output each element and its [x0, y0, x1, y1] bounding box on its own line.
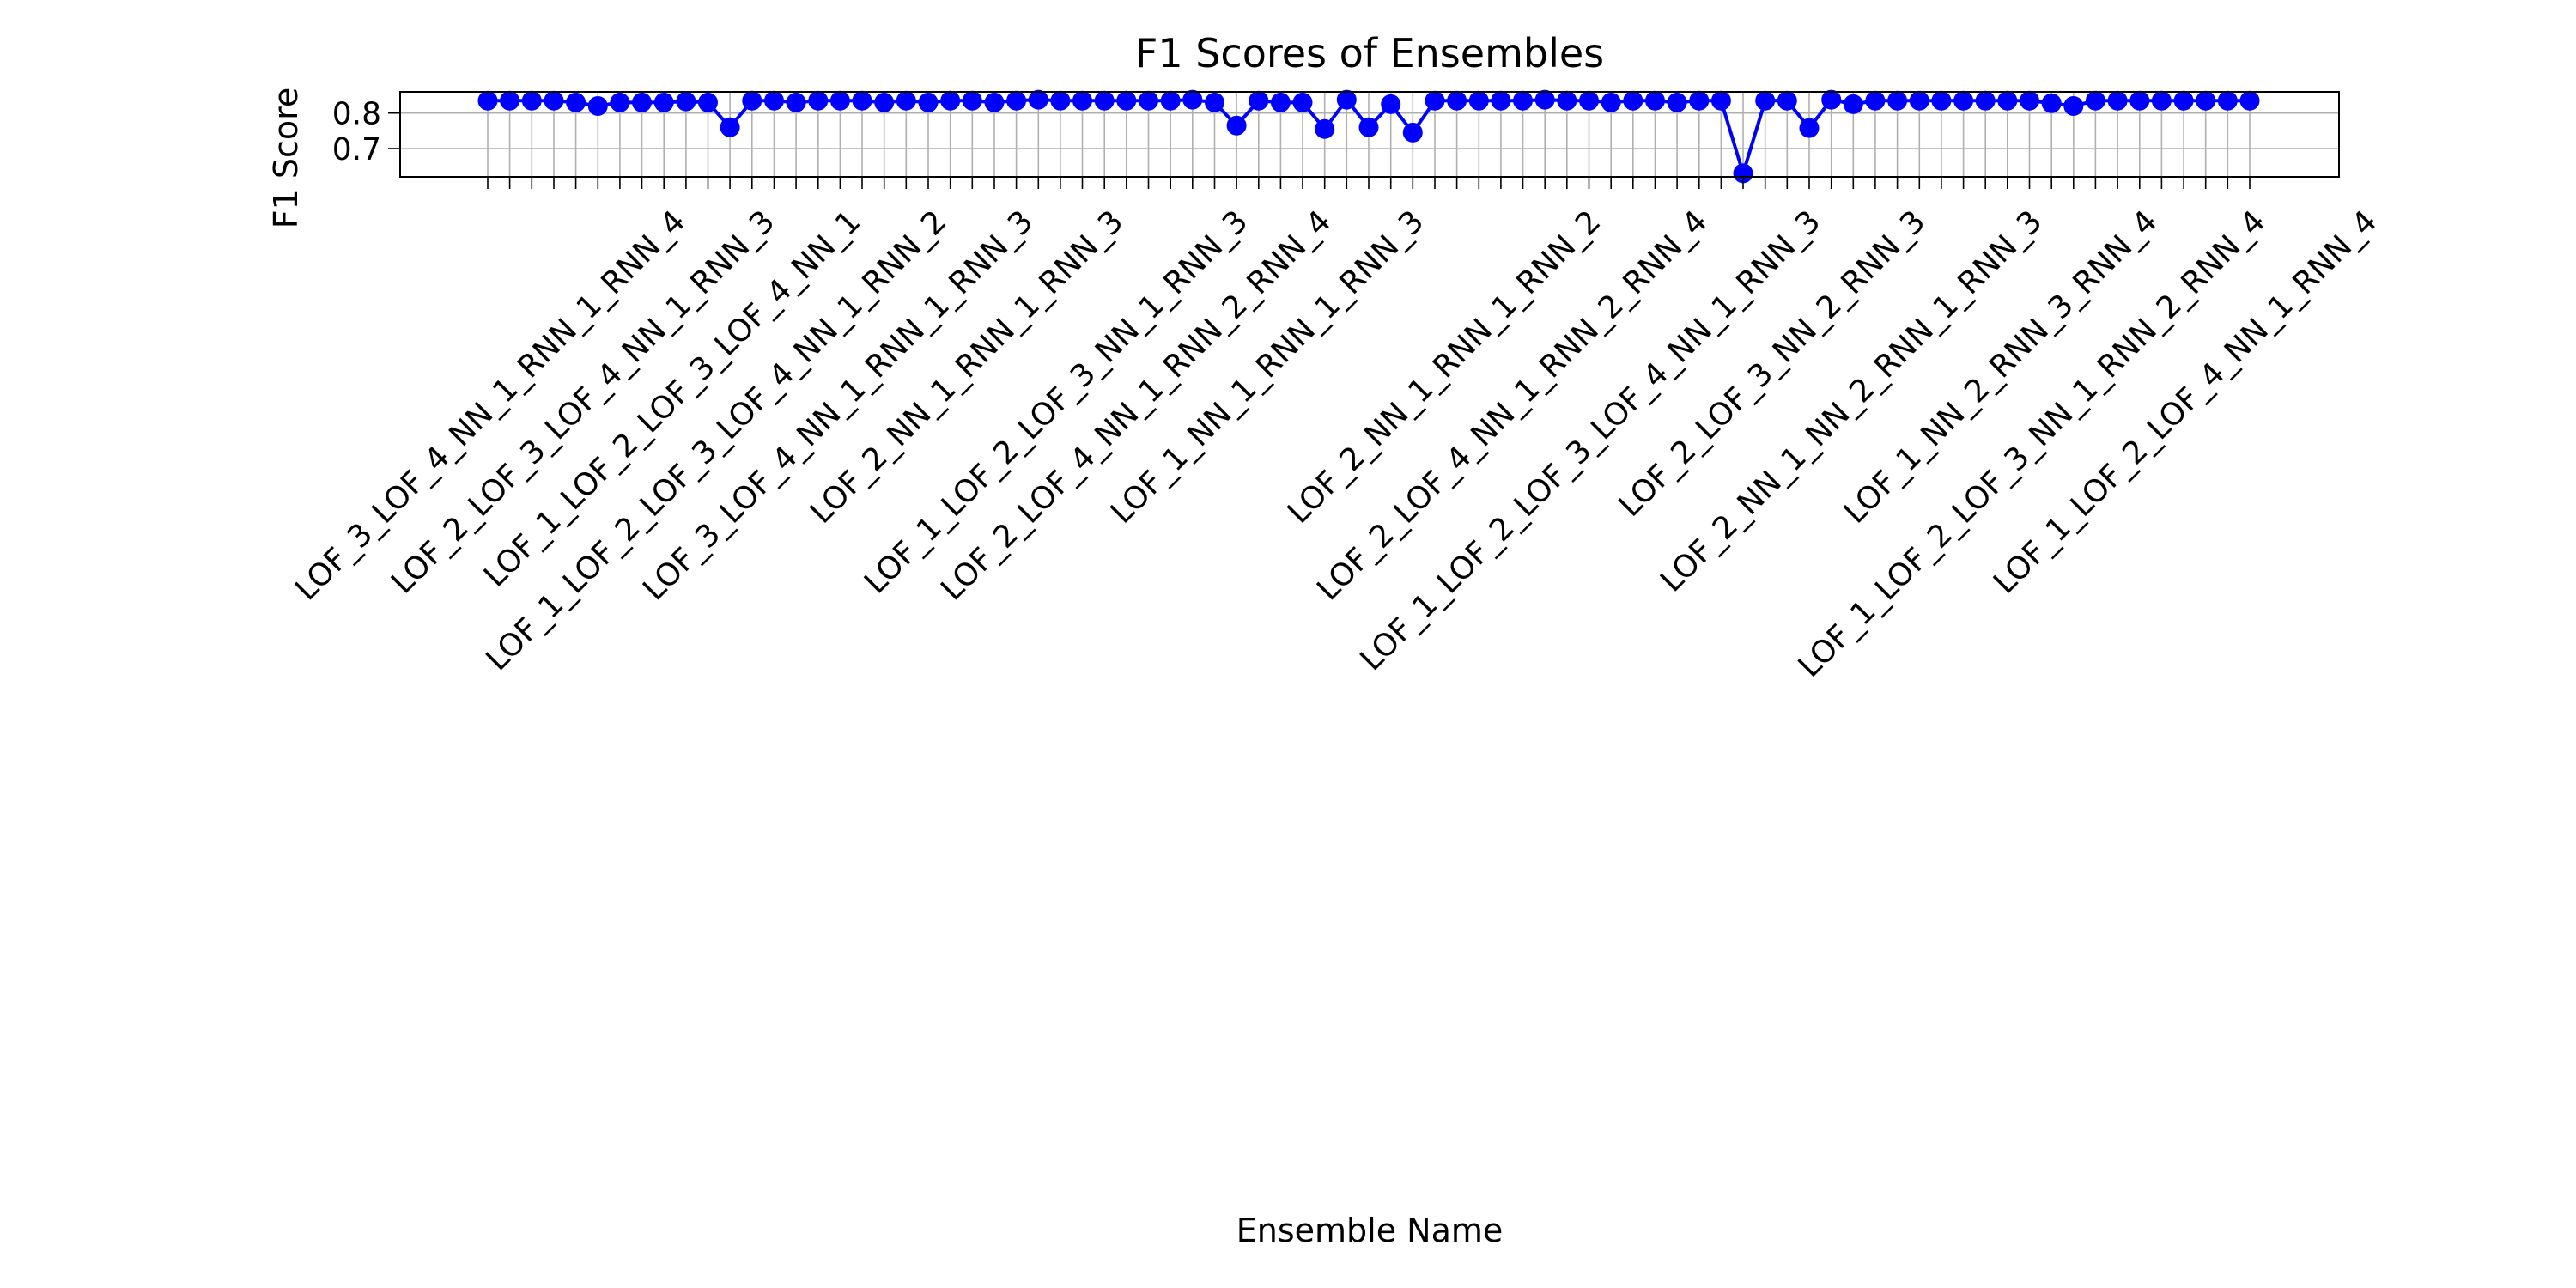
- data-point: [1579, 90, 1599, 111]
- data-point: [1491, 90, 1511, 111]
- data-point: [1116, 90, 1137, 111]
- data-point: [962, 90, 982, 111]
- plot-area-frame: [399, 91, 2340, 178]
- data-point: [720, 117, 740, 137]
- series-layer: [477, 89, 2260, 184]
- data-point: [1843, 94, 1863, 114]
- data-point: [1425, 90, 1445, 111]
- y-tick-label: 0.8: [332, 97, 381, 132]
- data-point: [1821, 89, 1842, 110]
- data-point: [764, 90, 784, 111]
- data-point: [1909, 90, 1929, 111]
- data-point: [1226, 115, 1247, 136]
- data-point: [2196, 90, 2216, 111]
- data-point: [1710, 90, 1731, 111]
- data-point: [1887, 90, 1908, 111]
- data-point: [1931, 90, 1952, 111]
- x-axis-label: Ensemble Name: [1236, 1212, 1504, 1249]
- data-point: [1689, 90, 1710, 111]
- y-axis-label: F1 Score: [267, 88, 305, 229]
- data-point: [1667, 92, 1687, 112]
- data-point: [477, 90, 498, 111]
- data-point: [940, 90, 961, 111]
- data-point: [2020, 90, 2039, 111]
- data-point: [1006, 90, 1027, 111]
- data-point: [1402, 122, 1423, 143]
- data-point: [566, 92, 586, 112]
- data-point: [1755, 90, 1776, 111]
- data-point: [2173, 90, 2194, 111]
- data-point: [610, 92, 630, 112]
- data-point: [1182, 89, 1203, 110]
- data-point: [544, 90, 564, 111]
- data-point: [1601, 92, 1621, 112]
- data-point: [808, 90, 829, 111]
- data-point: [1072, 90, 1092, 111]
- data-point: [1777, 90, 1797, 111]
- x-axis-ticks: [487, 177, 2251, 189]
- data-point: [1028, 89, 1048, 110]
- data-point: [1468, 90, 1489, 111]
- data-point: [1799, 118, 1820, 138]
- data-point: [2085, 90, 2105, 111]
- data-point: [676, 91, 696, 112]
- y-tick-label: 0.7: [332, 132, 381, 167]
- data-point: [2063, 96, 2084, 116]
- data-point: [742, 90, 762, 111]
- data-point: [587, 96, 608, 116]
- data-point: [786, 92, 806, 112]
- data-point: [1557, 90, 1577, 111]
- data-point: [1645, 90, 1665, 111]
- chart-title: F1 Scores of Ensembles: [1135, 30, 1604, 76]
- y-axis-ticks: 0.70.8: [332, 97, 400, 167]
- data-point: [1094, 90, 1115, 111]
- data-point: [896, 90, 916, 111]
- data-point: [1447, 90, 1467, 111]
- data-point: [698, 92, 718, 112]
- data-point: [1534, 89, 1555, 110]
- data-point: [984, 92, 1005, 112]
- data-point: [1050, 90, 1071, 111]
- data-point: [1513, 90, 1533, 111]
- grid: [400, 92, 2339, 177]
- data-point: [1953, 90, 1974, 111]
- data-point: [874, 92, 895, 112]
- data-point: [1733, 163, 1753, 184]
- data-point: [852, 90, 872, 111]
- data-point: [1139, 90, 1158, 111]
- data-point: [2129, 90, 2150, 111]
- data-point: [1975, 90, 1996, 111]
- data-point: [1336, 89, 1357, 110]
- data-point: [1160, 90, 1181, 111]
- data-point: [1381, 94, 1401, 114]
- data-point: [1358, 117, 1379, 137]
- data-point: [2107, 90, 2128, 111]
- data-point: [1249, 90, 1269, 111]
- data-point: [1315, 118, 1335, 139]
- data-point: [1997, 90, 2018, 111]
- data-point: [2041, 93, 2062, 113]
- data-point: [1865, 90, 1886, 111]
- data-point: [1205, 92, 1224, 112]
- data-point: [521, 90, 542, 111]
- data-point: [1623, 90, 1643, 111]
- data-point: [632, 92, 652, 112]
- data-point: [500, 90, 520, 111]
- data-point: [2151, 90, 2172, 111]
- data-point: [2217, 90, 2238, 111]
- data-point: [1270, 92, 1291, 112]
- data-point: [918, 92, 939, 112]
- data-point: [829, 90, 850, 111]
- data-point: [1292, 92, 1313, 112]
- data-point: [2239, 90, 2260, 111]
- data-point: [653, 92, 674, 112]
